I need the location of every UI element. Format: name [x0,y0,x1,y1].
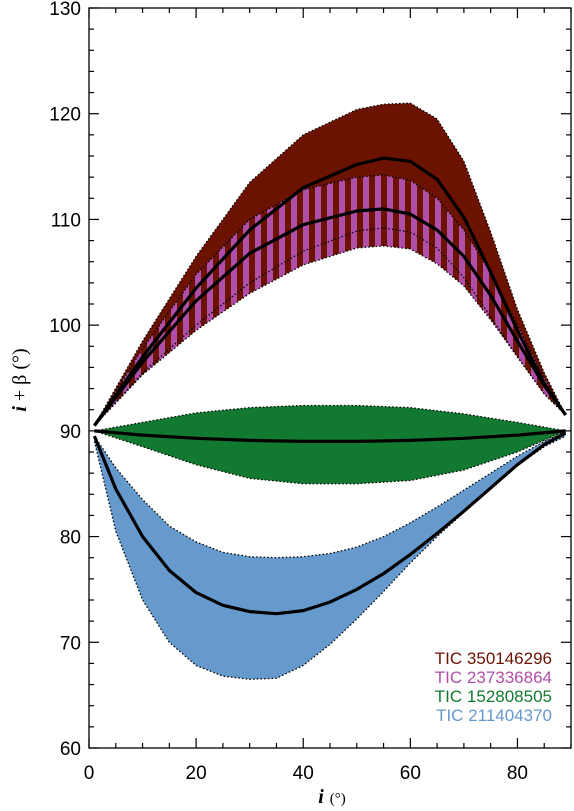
y-tick-label: 110 [51,210,81,231]
mid-line-tic-211404370 [92,431,567,616]
y-axis-label-rest: + β (°) [9,348,31,406]
upper-bound-tic-237336864 [93,174,567,426]
legend-entry-tic-211404370: TIC 211404370 [436,706,552,725]
x-axis-label-var: i [318,786,324,808]
upper-bound-tic-152808505 [94,404,566,432]
x-tick-label: 60 [400,763,421,784]
y-tick-label: 100 [49,316,81,337]
legend-entry-tic-237336864: TIC 237336864 [435,668,552,687]
y-tick-label: 90 [60,422,81,443]
lower-bound-tic-350146296 [93,227,567,427]
lower-bound-tic-152808505 [94,430,566,485]
axes-layer: 0 20 40 60 80 60 70 80 90 100 110 120 130 [49,0,572,784]
y-tick-label: 130 [49,0,81,20]
lower-bound-tic-237336864 [93,245,567,427]
y-tick-label: 80 [60,528,81,549]
mid-line-tic-152808505 [94,429,566,443]
band-tic-237336864 [94,175,566,426]
x-tick-label: 40 [293,763,314,784]
x-axis-label-unit: (°) [330,791,346,807]
midlines-layer [92,156,567,616]
upper-bound-tic-211404370 [93,431,566,559]
y-axis-label: i + β (°) [9,348,31,411]
x-tick-label: 20 [186,763,207,784]
mid-line-tic-237336864 [93,207,567,427]
band-tic-152808505 [94,405,566,484]
band-tic-350146296 [94,103,566,426]
y-tick-label: 70 [60,633,81,654]
x-tick-label: 0 [84,763,95,784]
mid-line-tic-350146296 [93,156,567,427]
bands-layer [94,103,566,680]
band-tic-211404370 [94,431,566,680]
x-tick-label: 80 [507,763,528,784]
legend-entry-tic-350146296: TIC 350146296 [435,649,552,668]
legend-entry-tic-152808505: TIC 152808505 [435,687,552,706]
x-axis-label: i (°) [318,786,346,808]
y-tick-label: 60 [60,739,81,760]
y-axis-label-var: i [9,406,31,412]
y-tick-label: 120 [49,105,81,126]
